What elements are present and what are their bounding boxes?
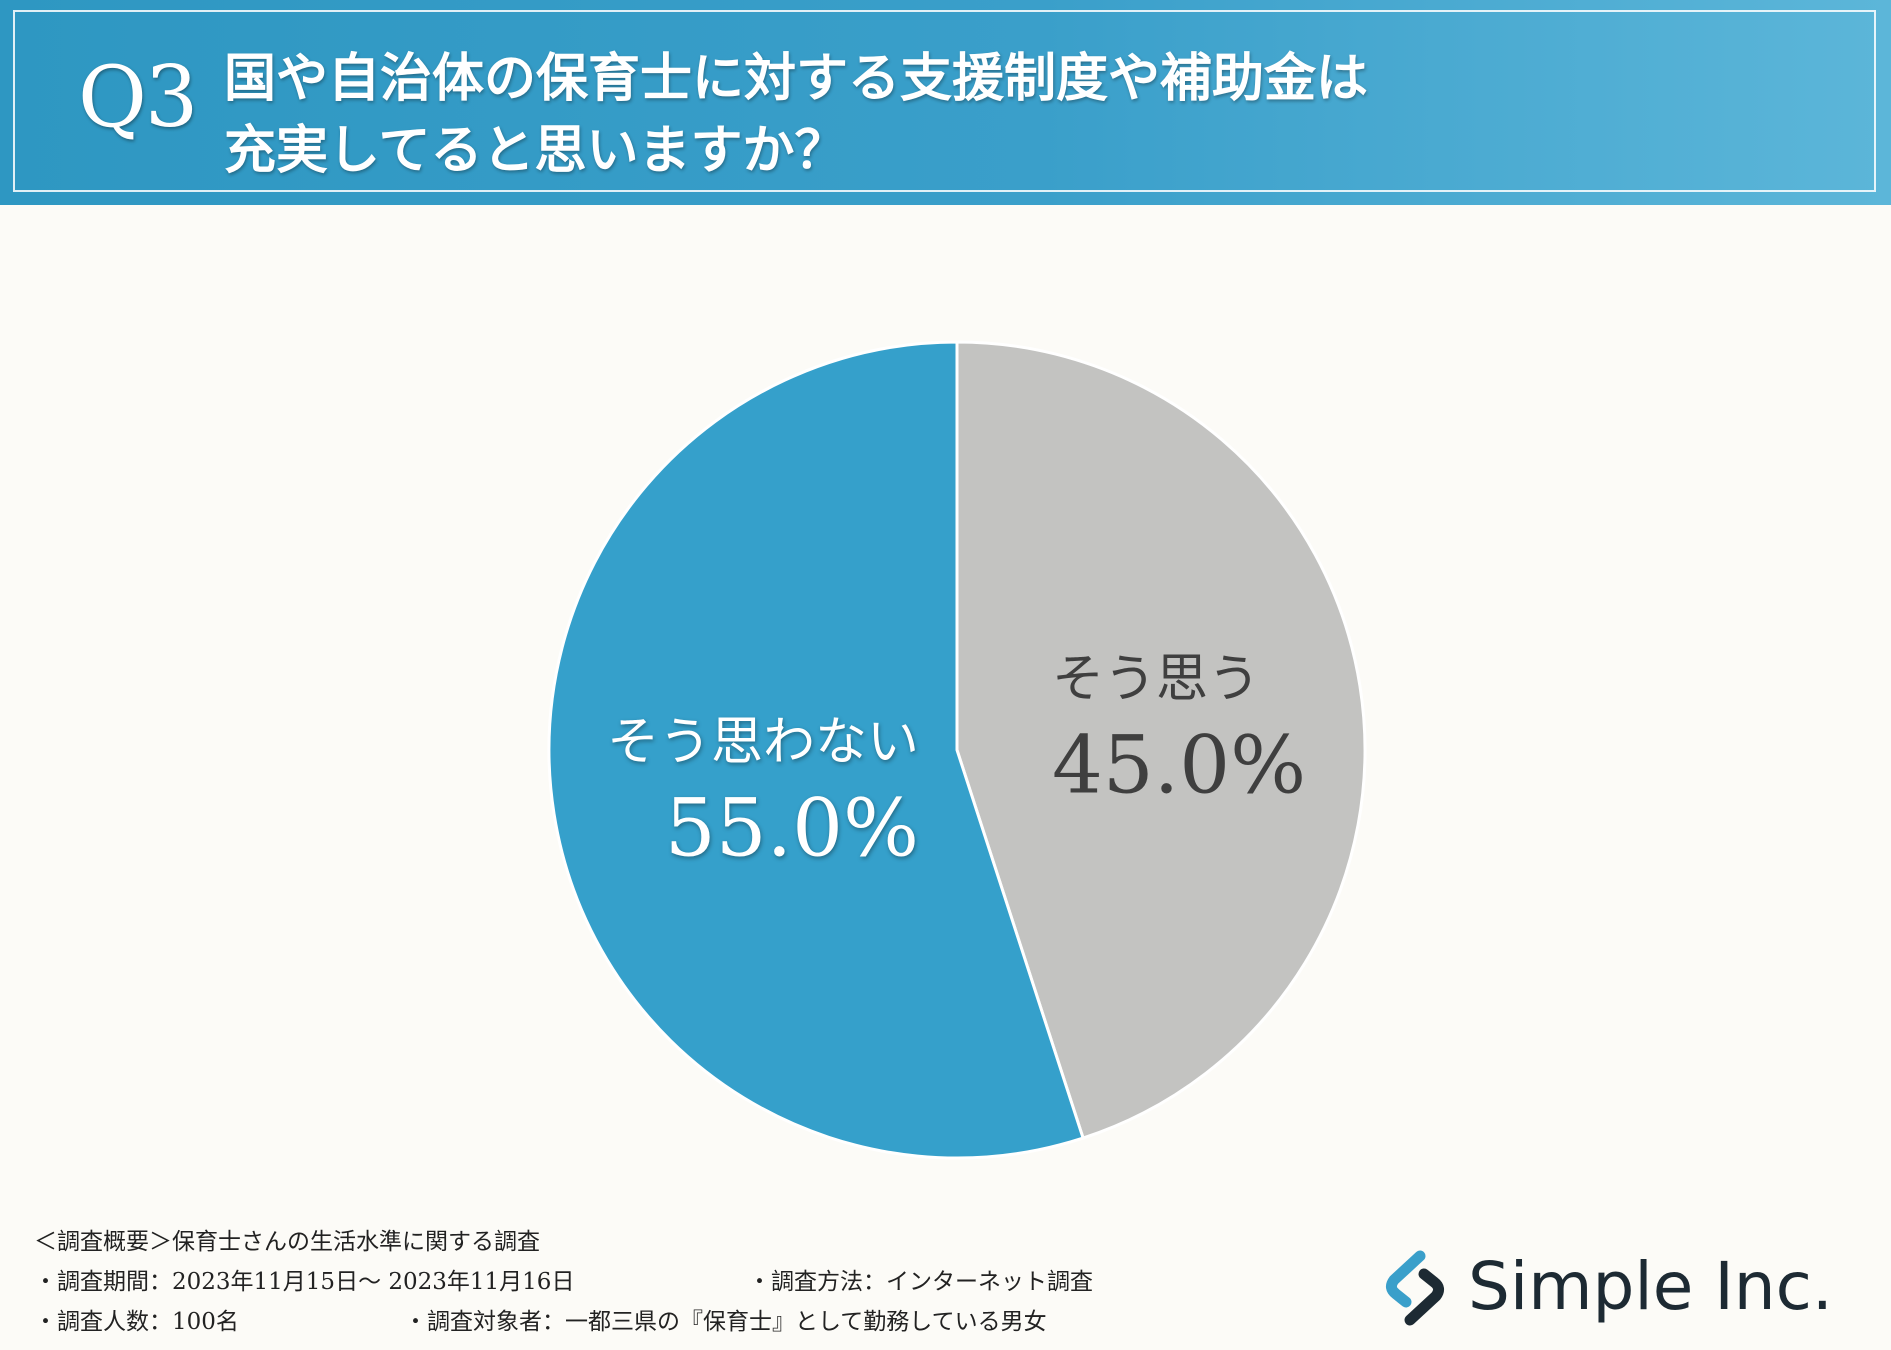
company-logo: Simple Inc. xyxy=(1380,1248,1860,1328)
slice-category-label: そう思う xyxy=(1052,650,1260,710)
survey-period: ・調査期間：2023年11月15日～ 2023年11月16日 xyxy=(34,1269,575,1295)
question-number: Q3 xyxy=(78,48,198,146)
pie-slice-1 xyxy=(955,340,1367,1140)
survey-count: ・調査人数：100名 xyxy=(34,1309,239,1335)
slice-value-label: 45.0% xyxy=(1052,719,1306,812)
logo-text: Simple Inc. xyxy=(1468,1248,1833,1325)
slice-category-label: そう思わない xyxy=(607,712,919,772)
header-frame xyxy=(13,10,1876,192)
question-text-line-2: 充実してると思いますか？ xyxy=(224,121,847,181)
pie-chart: そう思う 45.0% そう思わない 55.0% xyxy=(547,340,1367,1160)
question-text-line-1: 国や自治体の保育士に対する支援制度や補助金は xyxy=(224,49,1369,109)
header-banner: Q3 国や自治体の保育士に対する支援制度や補助金は 充実してると思いますか？ xyxy=(0,0,1891,205)
slice-value-label: 55.0% xyxy=(665,781,919,874)
survey-target: ・調査対象者：一都三県の『保育士』として勤務している男女 xyxy=(404,1309,1047,1335)
logo-mark-icon xyxy=(1385,1250,1445,1326)
pie-slice-2 xyxy=(547,340,1085,1160)
survey-title: ＜調査概要＞保育士さんの生活水準に関する調査 xyxy=(34,1229,540,1255)
survey-method: ・調査方法：インターネット調査 xyxy=(748,1269,1093,1295)
